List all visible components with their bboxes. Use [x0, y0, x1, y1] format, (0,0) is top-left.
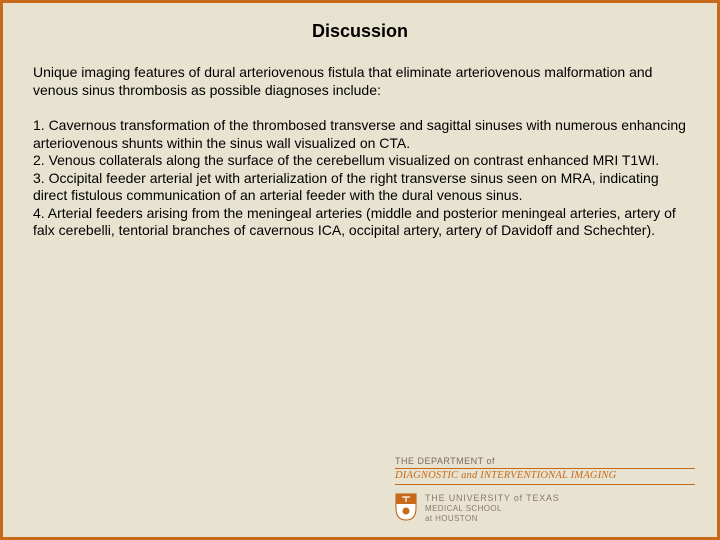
footer-logo: THE DEPARTMENT of DIAGNOSTIC and INTERVE…: [395, 456, 695, 523]
university-text: THE UNIVERSITY of TEXAS MEDICAL SCHOOL a…: [425, 493, 560, 523]
university-sub2: at HOUSTON: [425, 514, 560, 523]
intro-paragraph: Unique imaging features of dural arterio…: [33, 64, 687, 99]
slide-title: Discussion: [33, 21, 687, 42]
dept-name: DIAGNOSTIC and INTERVENTIONAL IMAGING: [395, 470, 695, 485]
shield-icon: [395, 493, 417, 521]
university-name: THE UNIVERSITY of TEXAS: [425, 493, 560, 503]
dept-prefix: THE DEPARTMENT of: [395, 456, 695, 469]
points-list: 1. Cavernous transformation of the throm…: [33, 117, 687, 240]
university-block: THE UNIVERSITY of TEXAS MEDICAL SCHOOL a…: [395, 493, 695, 523]
university-sub1: MEDICAL SCHOOL: [425, 504, 560, 513]
slide: Discussion Unique imaging features of du…: [0, 0, 720, 540]
